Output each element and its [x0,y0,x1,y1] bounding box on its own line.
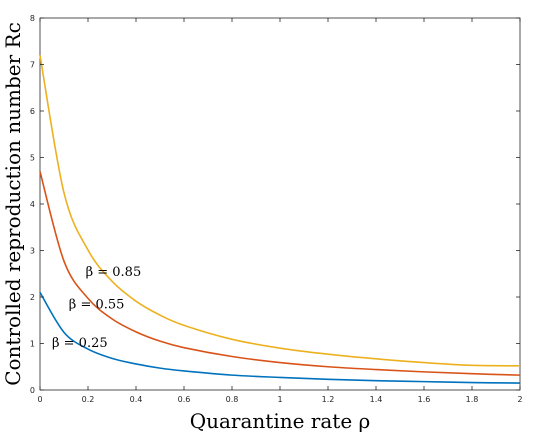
x-tick-label: 0.8 [226,395,239,404]
x-tick-label: 1.4 [370,395,383,404]
x-tick-label: 2 [517,395,522,404]
x-tick-label: 1.6 [418,395,431,404]
y-tick-label: 6 [30,107,35,116]
y-axis: 0 1 2 3 4 5 6 7 8 [30,14,520,395]
y-tick-label: 8 [30,14,35,23]
series-line-2 [39,55,521,367]
y-tick-label: 2 [30,293,35,302]
x-tick-label: 1.2 [322,395,335,404]
annotation-layer: β = 0.85 β = 0.55 β = 0.25 [52,265,141,351]
y-tick-label: 4 [30,200,35,209]
x-tick-label: 0.4 [130,395,143,404]
series-annotation: β = 0.25 [52,336,108,351]
x-axis-label: Quarantine rate ρ [190,409,371,433]
series-line-0 [39,291,521,384]
y-tick-label: 7 [30,61,35,70]
x-tick-label: 0 [37,395,42,404]
series-annotation: β = 0.55 [69,298,125,313]
x-tick-label: 1.8 [466,395,479,404]
series-line-1 [39,171,521,376]
y-tick-label: 1 [30,340,35,349]
y-tick-label: 3 [30,247,35,256]
plot-area [39,17,521,391]
x-tick-label: 1 [277,395,282,404]
x-tick-label: 0.6 [178,395,191,404]
y-tick-label: 5 [30,154,35,163]
x-tick-label: 0.2 [82,395,95,404]
series-layer [39,55,521,384]
series-annotation: β = 0.85 [86,265,142,280]
y-axis-label: Controlled reproduction number Rc [1,22,25,386]
x-axis: 0 0.2 0.4 0.6 0.8 1 1.2 1.4 1.6 1.8 2 [37,18,523,404]
y-tick-label: 0 [30,386,35,395]
